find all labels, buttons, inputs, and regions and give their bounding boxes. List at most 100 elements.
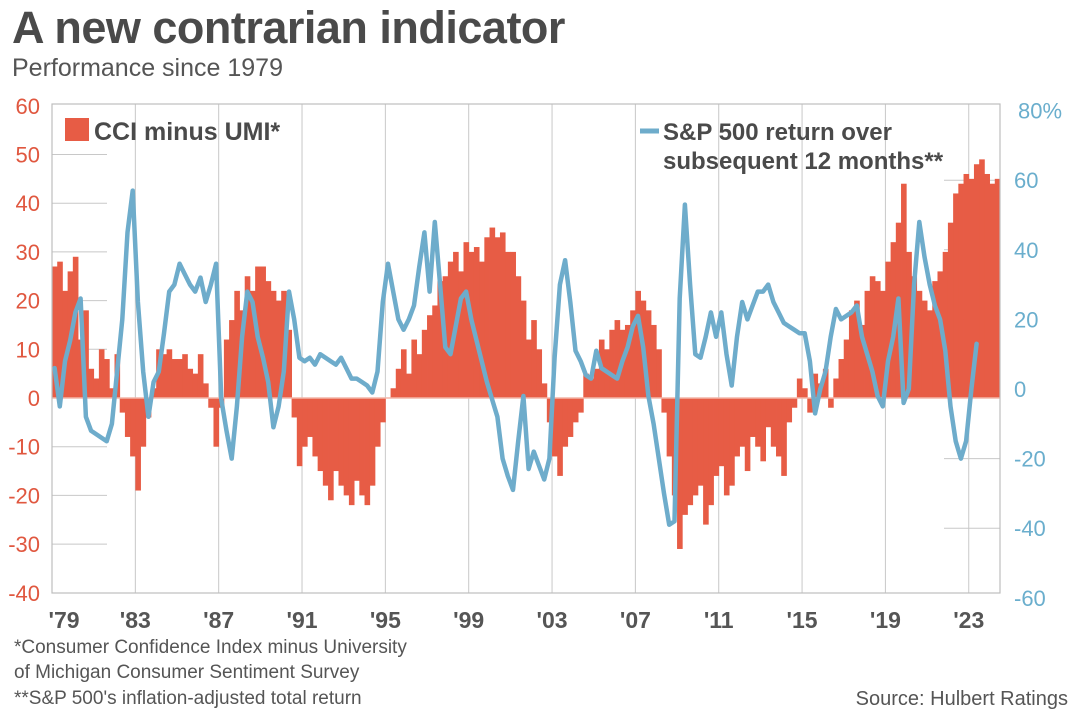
cci-umi-bar xyxy=(291,398,298,418)
cci-umi-bar xyxy=(781,398,787,476)
x-tick-label: '83 xyxy=(120,607,151,633)
cci-umi-bar xyxy=(171,359,178,398)
x-tick-label: '99 xyxy=(453,607,484,633)
left-axis-tick-label: -30 xyxy=(8,532,40,557)
cci-umi-bar xyxy=(72,256,79,398)
cci-umi-bar xyxy=(177,359,183,398)
right-axis-tick-label: 0 xyxy=(1014,377,1026,402)
cci-umi-bar xyxy=(437,281,444,398)
cci-umi-bar xyxy=(88,368,95,398)
cci-umi-bar xyxy=(400,349,407,398)
cci-umi-bar xyxy=(916,290,923,398)
cci-umi-bar xyxy=(93,378,100,398)
cci-umi-bar xyxy=(927,310,933,398)
cci-umi-bar xyxy=(630,310,636,398)
cci-umi-bar xyxy=(541,383,548,398)
cci-umi-bar xyxy=(770,398,777,447)
cci-umi-bar xyxy=(843,339,850,398)
cci-umi-bar xyxy=(609,329,615,398)
cci-umi-bar xyxy=(578,398,584,413)
cci-umi-bar xyxy=(135,398,141,491)
cci-umi-bar xyxy=(739,398,746,447)
cci-umi-bar xyxy=(859,324,865,398)
cci-umi-bar xyxy=(265,281,272,398)
right-axis-tick-label: 20 xyxy=(1014,307,1038,332)
cci-umi-bar xyxy=(343,398,350,496)
x-tick-label: '79 xyxy=(48,607,79,633)
right-axis-tick-label: 40 xyxy=(1014,238,1038,263)
right-axis-tick-label: 60 xyxy=(1014,168,1038,193)
cci-umi-bar xyxy=(307,398,313,437)
x-tick-label: '87 xyxy=(203,607,234,633)
cci-umi-bar xyxy=(557,398,563,476)
cci-umi-bar xyxy=(505,251,511,398)
cci-umi-bar xyxy=(687,398,694,506)
cci-umi-bar xyxy=(166,349,173,398)
cci-umi-bar xyxy=(432,305,438,398)
cci-umi-bar xyxy=(322,398,329,486)
cci-umi-bar xyxy=(765,398,772,428)
cci-umi-bar xyxy=(416,354,423,398)
cci-umi-bar xyxy=(369,398,376,486)
cci-umi-bar xyxy=(489,227,496,398)
sp500-return-line xyxy=(52,188,979,527)
left-axis-tick-label: -40 xyxy=(8,581,40,606)
cci-umi-bar xyxy=(333,398,339,472)
right-axis-tick-label: 80% xyxy=(1018,99,1062,124)
cci-umi-bar xyxy=(911,276,918,398)
cci-umi-bar xyxy=(328,398,334,501)
cci-umi-bar xyxy=(989,183,996,398)
cci-umi-bar xyxy=(78,339,84,398)
cci-umi-bar xyxy=(197,354,204,398)
cci-umi-bar xyxy=(359,398,365,496)
cci-umi-bar xyxy=(588,378,595,398)
cci-umi-bar xyxy=(192,373,199,398)
right-axis-tick-label: -40 xyxy=(1014,516,1046,541)
source-note: Source: Hulbert Ratings xyxy=(855,688,1068,710)
cci-umi-bar xyxy=(848,310,855,398)
cci-umi-bar xyxy=(567,398,574,437)
cci-umi-bar xyxy=(942,251,949,398)
right-axis-tick-label: -60 xyxy=(1014,586,1046,611)
cci-umi-bar xyxy=(208,398,214,408)
left-axis-tick-label: -10 xyxy=(8,435,40,460)
cci-umi-bar xyxy=(421,329,428,398)
cci-umi-bar xyxy=(395,368,402,398)
cci-umi-bar xyxy=(161,354,167,398)
cci-umi-bar xyxy=(791,398,798,408)
cci-umi-bar xyxy=(932,281,938,398)
cci-umi-bar xyxy=(458,271,464,398)
cci-umi-bar xyxy=(994,178,1001,398)
cci-umi-bar xyxy=(338,398,345,486)
cci-umi-bar xyxy=(104,359,110,398)
cci-umi-bar xyxy=(52,266,58,398)
cci-umi-bar xyxy=(968,178,975,398)
cci-umi-bar xyxy=(463,242,470,398)
cci-umi-bar xyxy=(380,398,386,423)
cci-umi-bar xyxy=(880,290,886,398)
legend-line-label-2: subsequent 12 months** xyxy=(663,148,944,175)
cci-umi-bar xyxy=(249,290,256,398)
cci-umi-bar xyxy=(520,300,527,398)
cci-umi-bar xyxy=(755,398,761,447)
cci-umi-bar xyxy=(411,339,418,398)
cci-umi-bar xyxy=(713,398,720,476)
left-axis-tick-label: 30 xyxy=(16,240,40,265)
cci-umi-bar xyxy=(614,320,621,398)
left-axis-tick-label: 10 xyxy=(16,337,40,362)
cci-umi-bar xyxy=(979,159,985,398)
cci-umi-bar xyxy=(838,359,845,398)
legend-line-label-1: S&P 500 return over xyxy=(663,119,892,146)
axes: '79 '83 '87 '91 '95 '99 '03 '07 '11 '15 '19 '23 60 50… xyxy=(8,94,1062,633)
cci-umi-bar xyxy=(953,193,959,398)
cci-umi-bar xyxy=(812,373,819,398)
cci-umi-bar xyxy=(270,290,277,398)
cci-umi-bar xyxy=(666,398,673,457)
cci-umi-bar xyxy=(729,398,735,486)
cci-umi-bar xyxy=(494,237,501,398)
cci-umi-bar xyxy=(130,398,136,457)
cci-minus-umi-bars xyxy=(52,159,1001,549)
cci-umi-bar xyxy=(479,261,485,398)
cci-umi-bar xyxy=(645,310,652,398)
chart-subtitle: Performance since 1979 xyxy=(12,54,283,82)
